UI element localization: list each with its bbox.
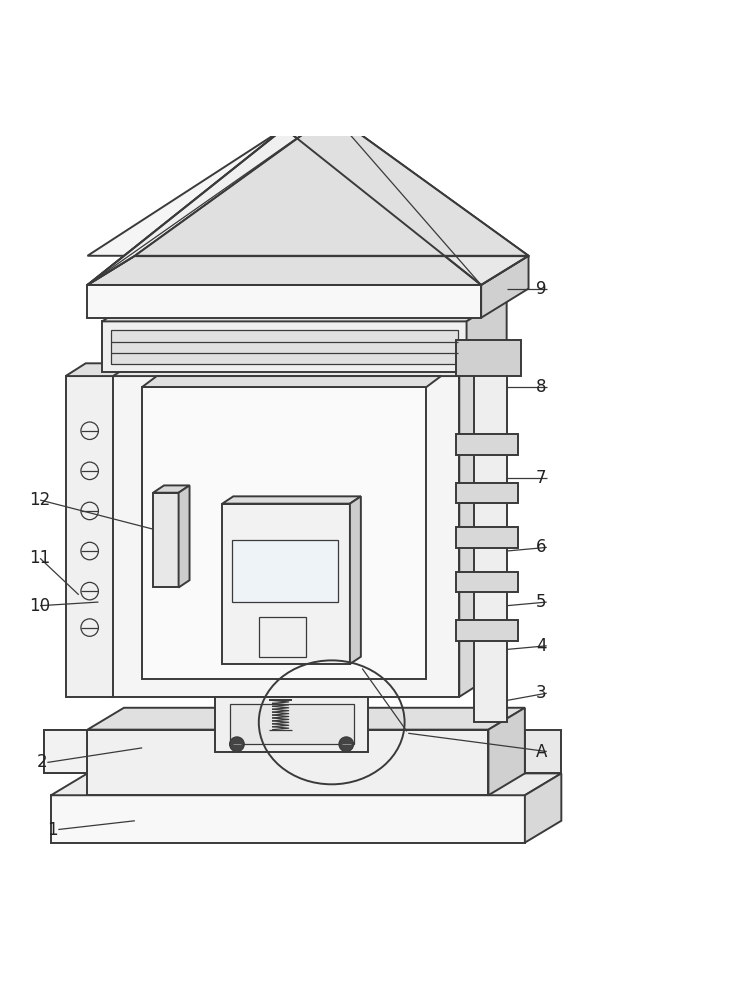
Polygon shape	[467, 296, 507, 372]
Circle shape	[339, 737, 354, 752]
Polygon shape	[87, 708, 525, 730]
Text: 3: 3	[536, 684, 547, 702]
Text: 4: 4	[536, 637, 546, 655]
Polygon shape	[153, 493, 179, 587]
Polygon shape	[66, 363, 133, 376]
Polygon shape	[456, 572, 518, 592]
Text: 10: 10	[29, 597, 50, 615]
Polygon shape	[474, 351, 507, 722]
Polygon shape	[456, 340, 521, 376]
Bar	[232, 540, 338, 602]
Polygon shape	[179, 485, 190, 587]
Polygon shape	[135, 114, 529, 256]
Polygon shape	[109, 376, 459, 697]
Bar	[111, 330, 458, 364]
Text: 11: 11	[29, 549, 50, 567]
Polygon shape	[456, 527, 518, 548]
Polygon shape	[459, 351, 499, 697]
Polygon shape	[87, 285, 481, 318]
Polygon shape	[456, 620, 518, 641]
Circle shape	[230, 737, 244, 752]
Polygon shape	[51, 773, 561, 795]
Text: 7: 7	[536, 469, 546, 487]
Text: 12: 12	[29, 491, 50, 509]
Polygon shape	[525, 730, 561, 773]
Text: 2: 2	[36, 753, 47, 771]
Polygon shape	[44, 730, 87, 773]
Polygon shape	[525, 773, 561, 843]
Polygon shape	[51, 795, 525, 843]
Polygon shape	[142, 376, 441, 387]
Polygon shape	[87, 256, 529, 285]
Polygon shape	[456, 434, 518, 455]
Text: A: A	[536, 743, 547, 761]
Text: 8: 8	[536, 378, 546, 396]
Polygon shape	[87, 128, 284, 285]
Polygon shape	[222, 504, 350, 664]
Polygon shape	[142, 387, 426, 679]
Polygon shape	[284, 114, 529, 285]
Text: 5: 5	[536, 593, 546, 611]
Polygon shape	[102, 321, 467, 372]
Polygon shape	[350, 496, 361, 664]
Polygon shape	[87, 114, 332, 285]
Polygon shape	[102, 296, 507, 321]
Bar	[259, 617, 306, 657]
Text: 1: 1	[47, 821, 58, 839]
Polygon shape	[44, 730, 87, 773]
Polygon shape	[222, 496, 361, 504]
Text: 9: 9	[536, 280, 546, 298]
Polygon shape	[109, 351, 499, 376]
Polygon shape	[456, 483, 518, 503]
Polygon shape	[66, 376, 113, 697]
Polygon shape	[488, 708, 525, 795]
Polygon shape	[153, 485, 190, 493]
Polygon shape	[87, 730, 488, 795]
Polygon shape	[230, 704, 354, 744]
Polygon shape	[481, 256, 529, 318]
Text: 6: 6	[536, 538, 546, 556]
Polygon shape	[215, 697, 368, 752]
Polygon shape	[87, 128, 284, 256]
